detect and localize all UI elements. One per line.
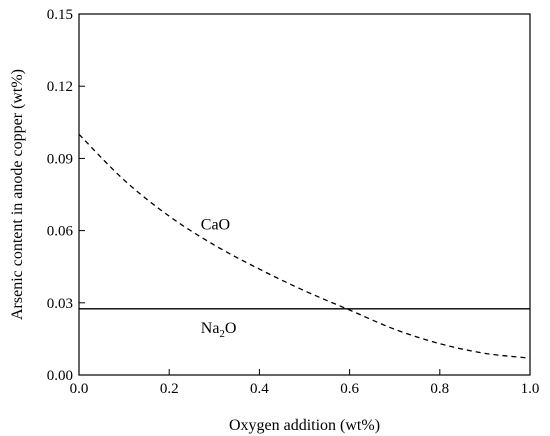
x-tick-label: 0.2 — [160, 381, 179, 397]
plot-layer: CaO Na2O — [78, 133, 531, 359]
x-tick-label: 0.8 — [430, 381, 449, 397]
series-label-main: Na — [201, 320, 220, 337]
y-tick-label: 0.15 — [47, 7, 73, 23]
series-label-na2o: Na2O — [201, 320, 237, 340]
x-tick-label: 0.4 — [250, 381, 269, 397]
series-label-tail: O — [225, 320, 237, 337]
series-label-cao: CaO — [201, 216, 230, 233]
x-tick-label: 0.0 — [70, 381, 89, 397]
y-axis-ticks: 0.00 0.03 0.06 0.09 0.12 0.15 — [47, 7, 85, 384]
x-tick-label: 0.6 — [340, 381, 359, 397]
x-tick-label: 1.0 — [521, 381, 540, 397]
series-label-main: CaO — [201, 216, 230, 233]
y-tick-label: 0.00 — [47, 368, 73, 384]
y-tick-label: 0.09 — [47, 151, 73, 167]
series-label-subscript: 2 — [219, 328, 225, 340]
y-axis-title: Arsenic content in anode copper (wt%) — [9, 69, 26, 320]
y-tick-label: 0.06 — [47, 224, 74, 240]
x-axis-ticks: 0.0 0.2 0.4 0.6 0.8 1.0 — [70, 369, 540, 397]
x-axis-title: Oxygen addition (wt%) — [229, 417, 380, 434]
y-tick-label: 0.12 — [47, 79, 73, 95]
series-line-cao — [78, 133, 531, 359]
plot-frame — [78, 13, 531, 376]
y-tick-label: 0.03 — [47, 296, 73, 312]
